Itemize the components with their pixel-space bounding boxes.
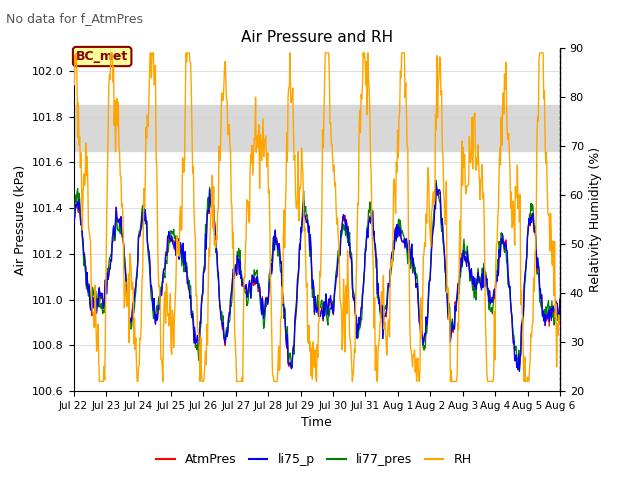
Text: BC_met: BC_met bbox=[76, 50, 128, 63]
X-axis label: Time: Time bbox=[301, 417, 332, 430]
Bar bbox=[74, 105, 560, 151]
Y-axis label: Air Pressure (kPa): Air Pressure (kPa) bbox=[13, 165, 27, 275]
Y-axis label: Relativity Humidity (%): Relativity Humidity (%) bbox=[589, 147, 602, 292]
Title: Air Pressure and RH: Air Pressure and RH bbox=[241, 30, 393, 46]
Legend: AtmPres, li75_p, li77_pres, RH: AtmPres, li75_p, li77_pres, RH bbox=[151, 448, 476, 471]
Text: No data for f_AtmPres: No data for f_AtmPres bbox=[6, 12, 143, 25]
